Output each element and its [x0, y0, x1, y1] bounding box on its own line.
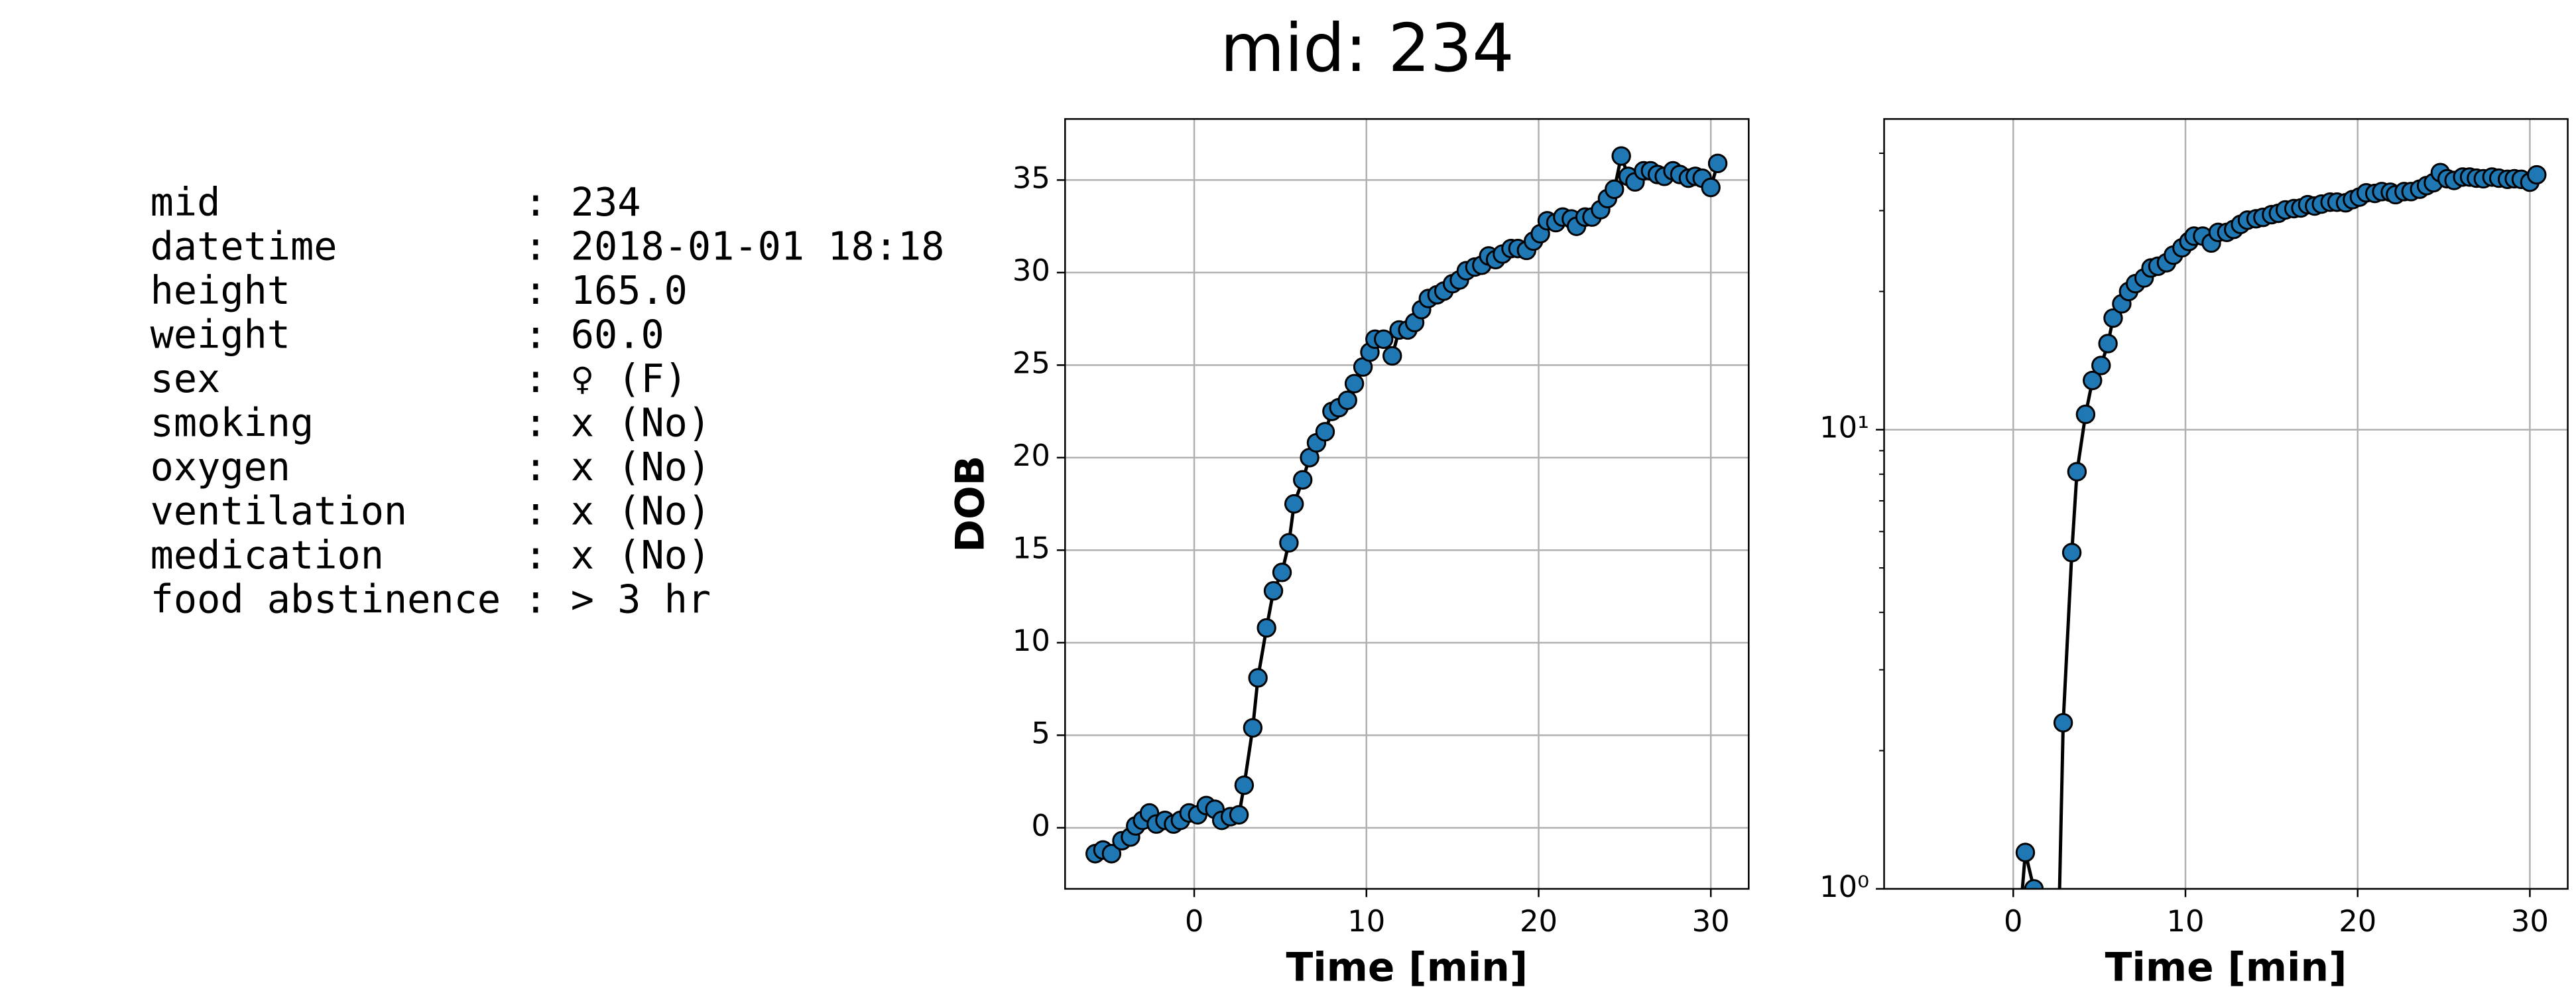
data-layer [1960, 163, 2547, 999]
data-point [1605, 179, 1625, 200]
data-point [1315, 422, 1335, 442]
data-point [1344, 373, 1365, 393]
data-line [1094, 149, 1719, 856]
data-point [1382, 346, 1402, 366]
chart: 0 10 20 30 0 5 10 15 20 25 30 35 Time [min] DOB [948, 118, 1750, 991]
data-point [2041, 982, 2058, 999]
y-tick-label: 25 [1012, 345, 1050, 380]
x-tick-label: 30 [1692, 904, 1730, 939]
x-tick-label: 0 [1185, 904, 1204, 939]
x-tick-label: 20 [2339, 904, 2376, 939]
x-tick-label: 0 [2004, 904, 2023, 939]
x-tick-label: 20 [1520, 904, 1558, 939]
info-line: weight : 60.0 [151, 312, 664, 357]
data-point [1337, 390, 1357, 411]
data-point [2008, 951, 2025, 969]
x-tick-label: 10 [1347, 904, 1385, 939]
axes-frame [1064, 118, 1750, 890]
data-point [2024, 879, 2044, 889]
data-point [1701, 177, 1721, 198]
data-point [1229, 805, 1249, 825]
data-point [1960, 925, 1977, 942]
info-line: mid : 234 [151, 180, 641, 225]
data-point [1272, 563, 1292, 582]
info-line: datetime : 2018-01-01 18:18 [151, 224, 945, 269]
info-line: oxygen : x (No) [151, 444, 711, 490]
data-point [1257, 618, 1276, 638]
y-tick-label: 35 [1012, 160, 1050, 195]
info-line: ventilation : x (No) [151, 488, 711, 533]
y-axis-label: DOB [948, 456, 993, 553]
y-tick-label: 10¹ [1819, 410, 1869, 445]
data-point [2083, 370, 2103, 391]
x-axis-label: Time [min] [1286, 945, 1528, 991]
figure-title: mid: 234 [1220, 11, 1514, 87]
data-point [1611, 146, 1631, 166]
y-tick-label: 10⁰ [1819, 869, 1869, 904]
data-point [2075, 404, 2096, 425]
data-point [2098, 334, 2118, 354]
data-point [2053, 712, 2073, 733]
data-point [2103, 308, 2123, 328]
data-point [1248, 668, 1268, 688]
y-tick-label: 5 [1031, 715, 1050, 750]
data-point [1263, 581, 1284, 601]
info-line: sex : ♀ (F) [151, 356, 688, 401]
info-line: food abstinence : > 3 hr [151, 576, 711, 622]
y-tick-label: 0 [1031, 808, 1050, 843]
x-axis-label: Time [min] [2105, 945, 2347, 991]
info-line: medication : x (No) [151, 533, 711, 578]
data-point [1284, 494, 1304, 514]
data-point [1234, 775, 1255, 795]
data-point [2527, 165, 2547, 185]
data-line [2020, 170, 2538, 889]
data-point [1374, 329, 1394, 350]
data-point [2061, 543, 2082, 563]
data-point [2091, 356, 2111, 375]
data-point [1707, 153, 1728, 174]
data-point [2015, 842, 2036, 862]
info-line: smoking : x (No) [151, 400, 711, 445]
chart: 0 10 20 30 10⁰ 10¹ Time [min] [1819, 118, 2569, 999]
y-tick-label: 15 [1012, 530, 1050, 565]
info-line: height : 165.0 [151, 268, 688, 313]
y-tick-label: 10 [1012, 623, 1050, 658]
data-point [1101, 844, 1122, 864]
y-tick-label: 20 [1012, 438, 1050, 473]
x-tick-label: 30 [2511, 904, 2549, 939]
x-tick-label: 10 [2166, 904, 2204, 939]
data-point [2067, 462, 2087, 482]
data-point [1279, 533, 1299, 553]
axes-frame [1883, 118, 2569, 890]
data-point [2050, 951, 2067, 969]
data-point [1243, 718, 1263, 738]
y-tick-label: 30 [1012, 253, 1050, 288]
data-layer [1085, 146, 1728, 864]
data-point [1292, 470, 1313, 490]
